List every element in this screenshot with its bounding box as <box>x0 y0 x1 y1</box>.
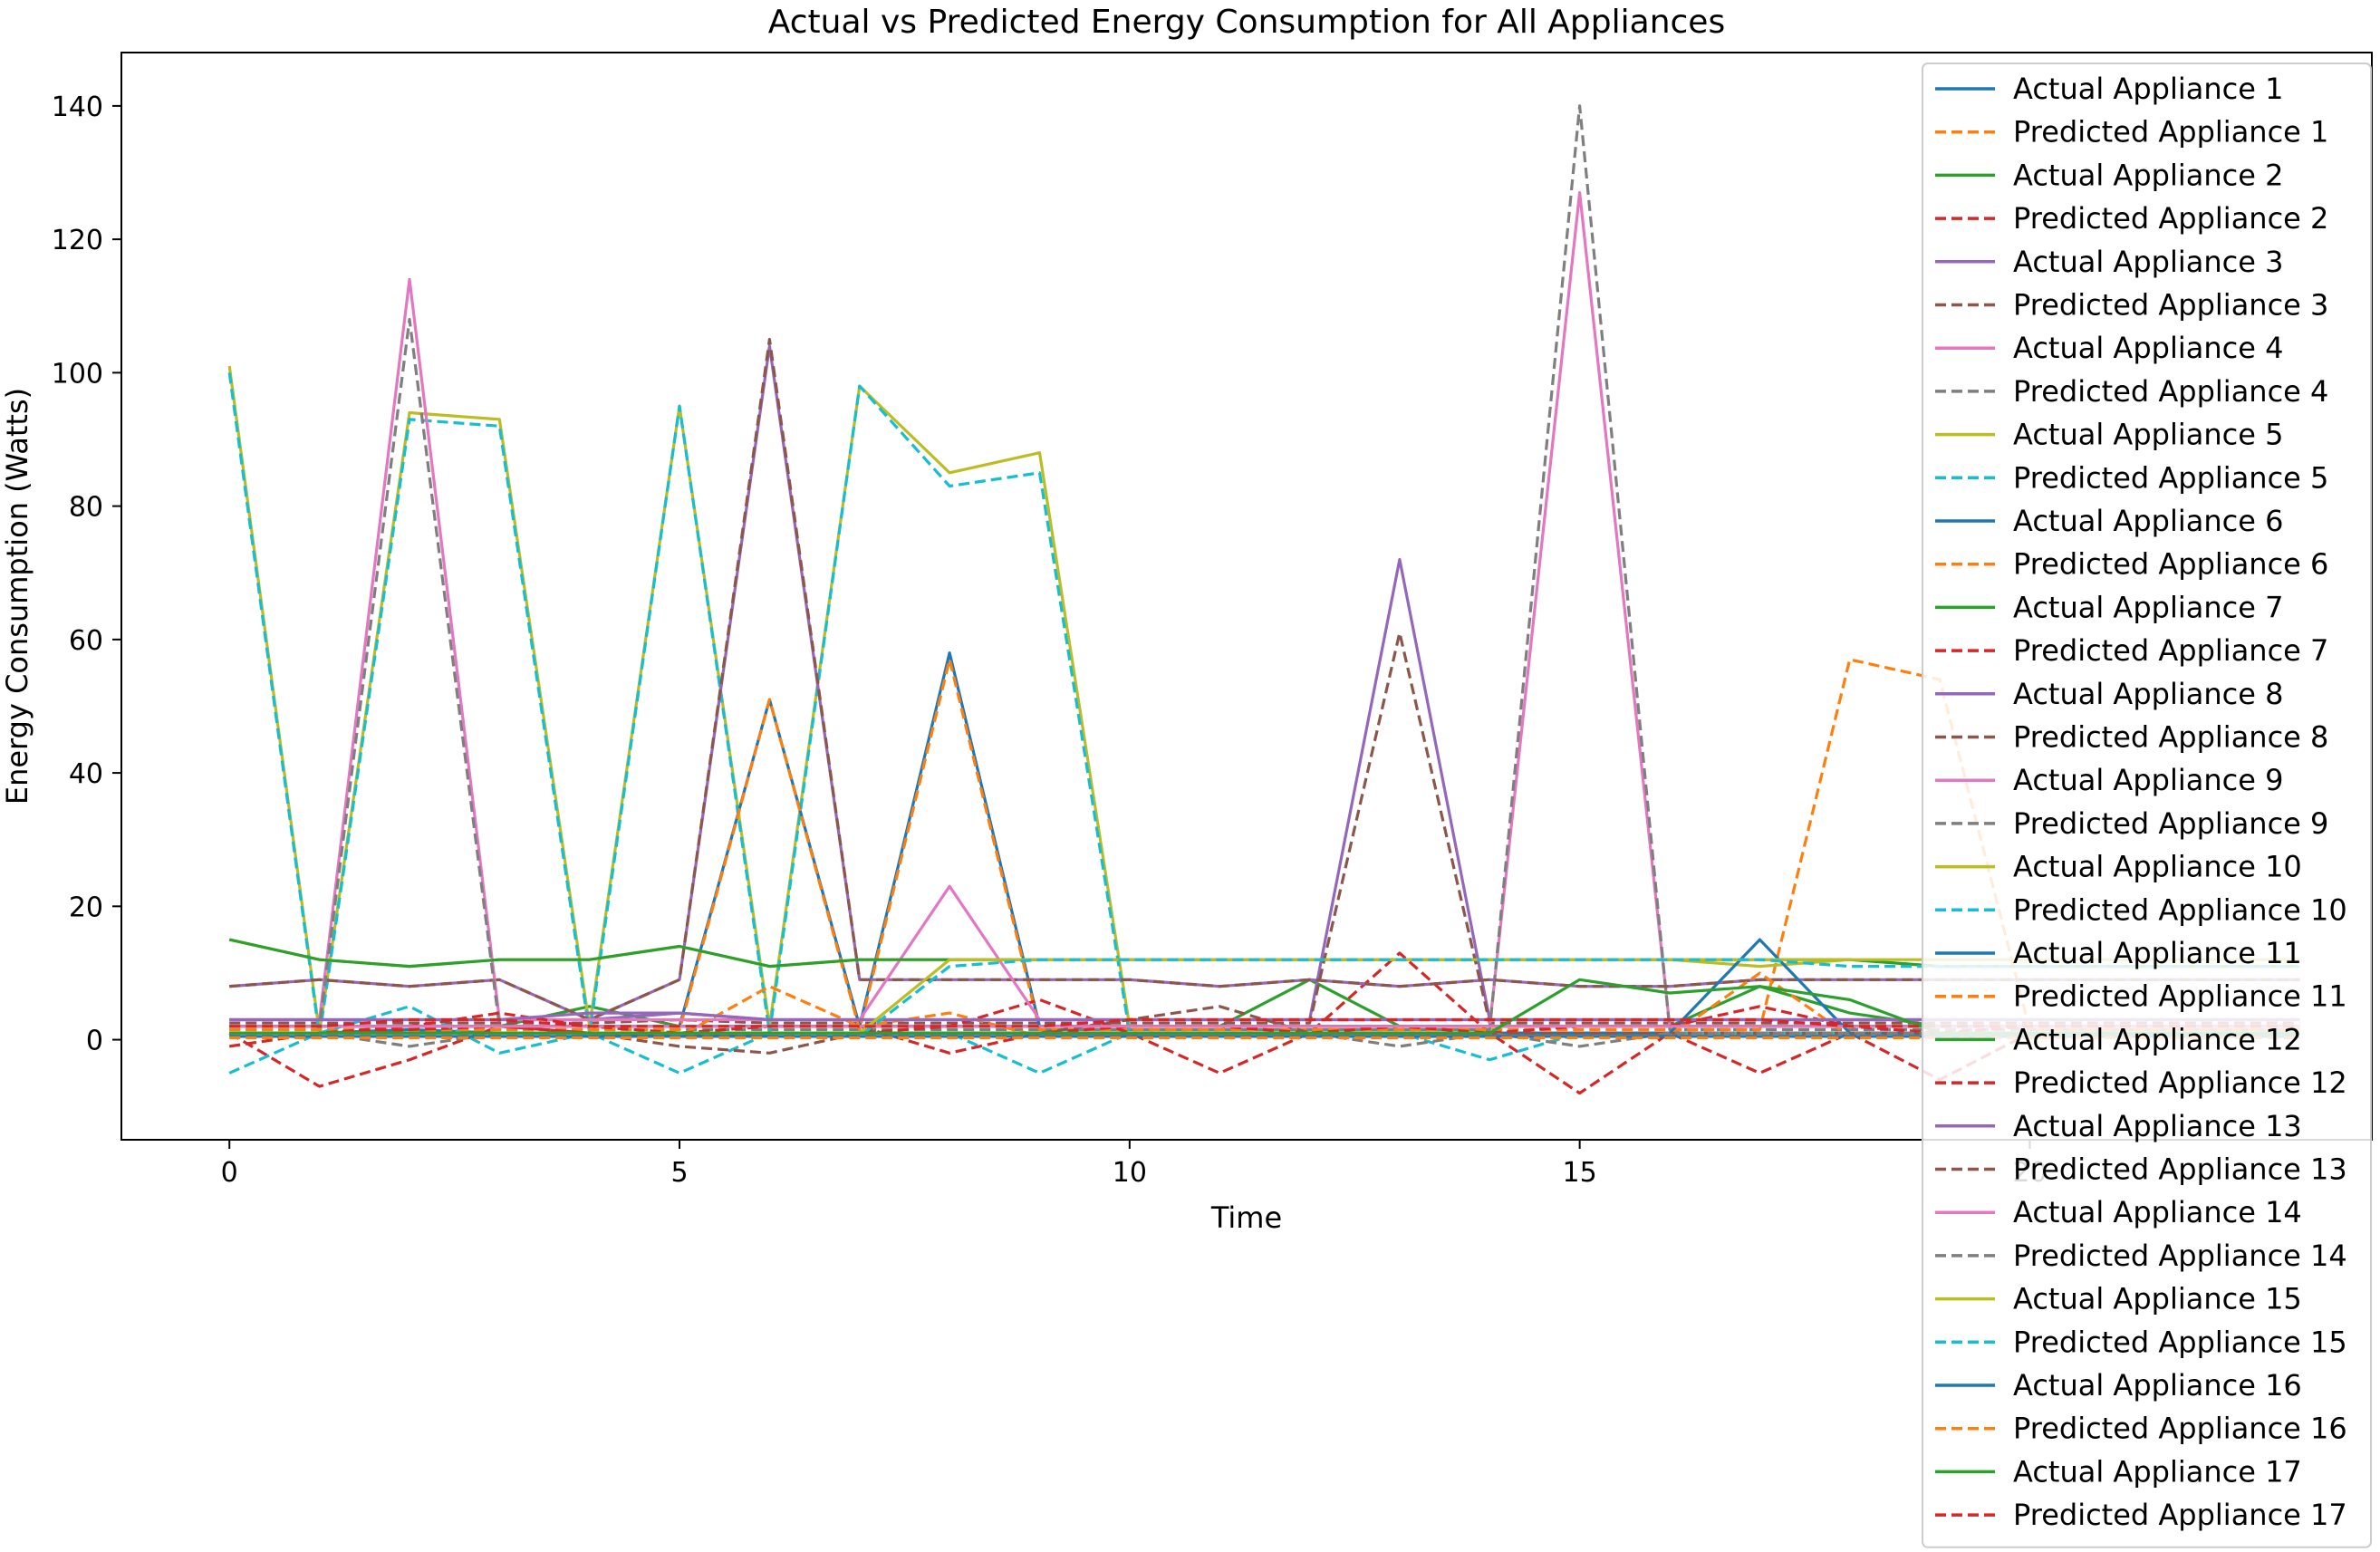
legend-entry: Predicted Appliance 13 <box>2013 1152 2347 1187</box>
series-line-34 <box>229 1017 2300 1028</box>
legend-entry: Actual Appliance 14 <box>2013 1195 2302 1229</box>
x-tick-label: 0 <box>221 1157 238 1189</box>
legend-entry: Actual Appliance 9 <box>2013 763 2283 797</box>
legend-entry: Predicted Appliance 12 <box>2013 1065 2347 1100</box>
legend-entry: Actual Appliance 3 <box>2013 245 2283 279</box>
legend-entry: Actual Appliance 8 <box>2013 677 2283 711</box>
legend-entry: Actual Appliance 4 <box>2013 331 2283 365</box>
legend-entry: Predicted Appliance 6 <box>2013 547 2328 582</box>
legend-entry: Actual Appliance 6 <box>2013 504 2283 538</box>
legend-entry: Predicted Appliance 5 <box>2013 460 2328 495</box>
legend-entry: Actual Appliance 11 <box>2013 936 2302 970</box>
x-tick-label: 5 <box>670 1157 688 1189</box>
y-tick-label: 80 <box>69 492 103 524</box>
legend-entry: Actual Appliance 5 <box>2013 418 2283 452</box>
legend-entry: Predicted Appliance 17 <box>2013 1498 2347 1532</box>
legend-entry: Predicted Appliance 1 <box>2013 115 2328 149</box>
legend-entry: Actual Appliance 10 <box>2013 850 2302 884</box>
legend-entry: Predicted Appliance 4 <box>2013 374 2328 409</box>
y-axis: 0 20 40 60 80 100 120 140 <box>52 92 121 1057</box>
x-tick-label: 15 <box>1563 1157 1597 1189</box>
legend-entry: Predicted Appliance 2 <box>2013 201 2328 236</box>
legend-entry: Actual Appliance 12 <box>2013 1022 2302 1056</box>
legend-entry: Predicted Appliance 15 <box>2013 1325 2347 1359</box>
legend-entry: Predicted Appliance 10 <box>2013 892 2347 927</box>
y-tick-label: 20 <box>69 892 103 923</box>
y-tick-label: 0 <box>86 1026 103 1057</box>
x-axis-label: Time <box>1210 1200 1282 1235</box>
legend-entry: Predicted Appliance 16 <box>2013 1412 2347 1446</box>
y-tick-label: 120 <box>52 225 103 256</box>
legend-box <box>1922 63 2372 1548</box>
legend-entry: Actual Appliance 15 <box>2013 1282 2302 1316</box>
legend-entry: Actual Appliance 13 <box>2013 1109 2302 1143</box>
legend-entry: Actual Appliance 17 <box>2013 1454 2302 1489</box>
y-tick-label: 140 <box>52 92 103 123</box>
legend-entry: Predicted Appliance 3 <box>2013 288 2328 323</box>
legend-entry: Predicted Appliance 7 <box>2013 633 2328 668</box>
y-axis-label: Energy Consumption (Watts) <box>0 388 34 805</box>
y-tick-label: 100 <box>52 358 103 390</box>
chart-title: Actual vs Predicted Energy Consumption f… <box>768 4 1725 41</box>
legend-entry: Actual Appliance 1 <box>2013 72 2283 106</box>
legend-entry: Actual Appliance 2 <box>2013 158 2283 192</box>
legend: Actual Appliance 1 Predicted Appliance 1 A… <box>1922 63 2372 1548</box>
y-tick-label: 40 <box>69 758 103 790</box>
x-tick-label: 10 <box>1113 1157 1147 1189</box>
legend-entry: Actual Appliance 16 <box>2013 1368 2302 1403</box>
legend-entry: Actual Appliance 7 <box>2013 590 2283 624</box>
legend-entry: Predicted Appliance 14 <box>2013 1239 2347 1273</box>
legend-entry: Predicted Appliance 8 <box>2013 720 2328 755</box>
legend-entry: Predicted Appliance 11 <box>2013 979 2347 1014</box>
legend-entry: Predicted Appliance 9 <box>2013 806 2328 841</box>
y-tick-label: 60 <box>69 625 103 657</box>
